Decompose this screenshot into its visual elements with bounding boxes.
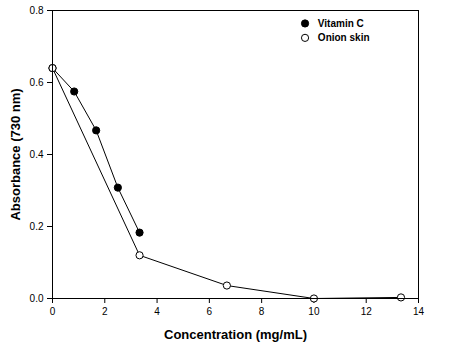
svg-text:14: 14 [413,306,425,317]
svg-text:Onion skin: Onion skin [318,32,370,43]
svg-text:0.6: 0.6 [30,77,44,88]
svg-text:Concentration (mg/mL): Concentration (mg/mL) [164,327,307,342]
svg-text:4: 4 [154,306,160,317]
svg-text:8: 8 [259,306,265,317]
svg-text:0.8: 0.8 [30,5,44,16]
svg-text:12: 12 [361,306,373,317]
svg-text:6: 6 [207,306,213,317]
svg-text:2: 2 [102,306,108,317]
svg-text:Absorbance (730 nm): Absorbance (730 nm) [8,88,23,220]
svg-text:Vitamin C: Vitamin C [318,18,364,29]
svg-text:0.2: 0.2 [30,221,44,232]
svg-text:0.0: 0.0 [30,293,44,304]
svg-text:0.4: 0.4 [30,149,44,160]
svg-text:0: 0 [50,306,56,317]
svg-text:10: 10 [308,306,320,317]
